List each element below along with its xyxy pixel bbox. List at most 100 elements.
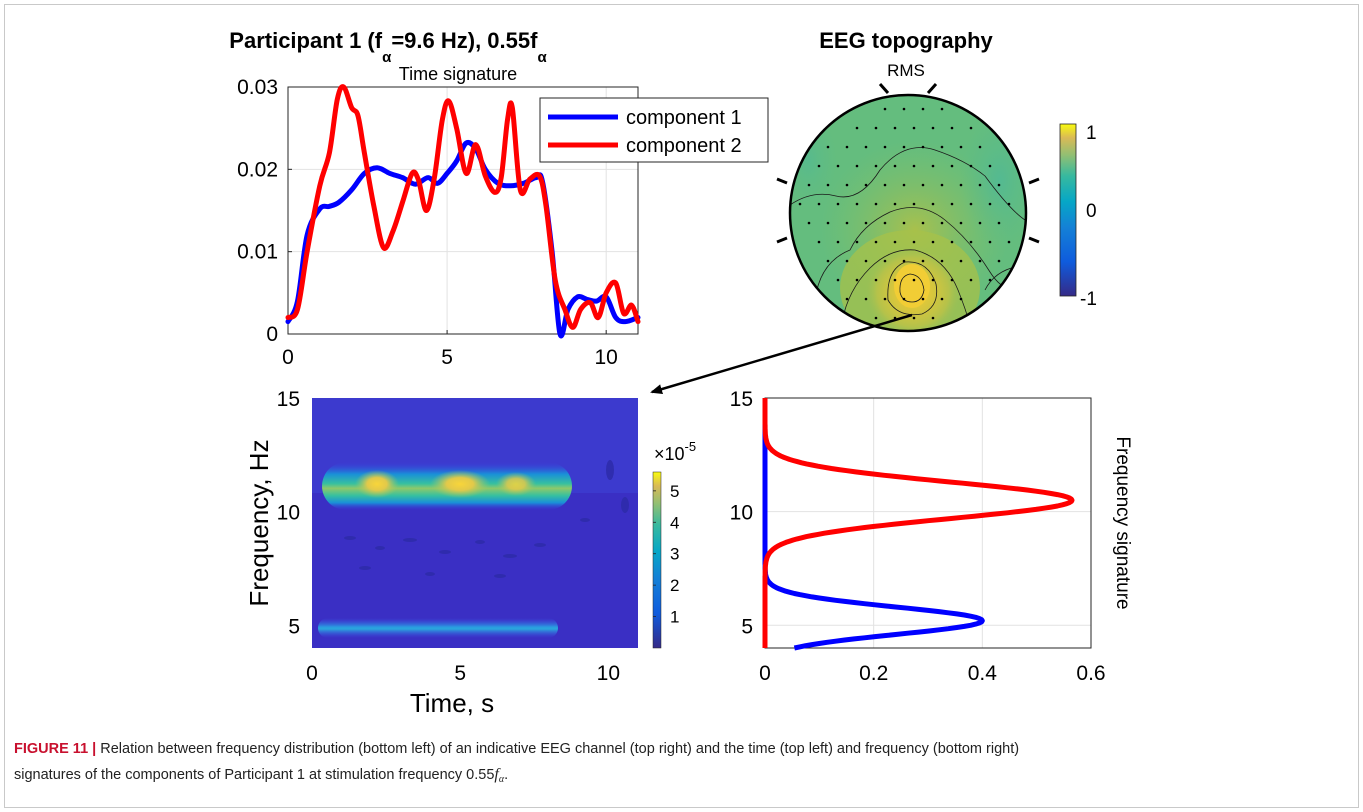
tf-colorbar-tick-label: 4 [670, 513, 679, 532]
caption-end: . [504, 767, 509, 783]
time-xtick-label: 5 [441, 346, 453, 369]
electrode-dot [978, 221, 982, 225]
topo-colorbar-label-max: 1 [1086, 123, 1097, 144]
electrode-dot [883, 183, 887, 187]
electrode-dot [959, 297, 963, 301]
electrode-dot [921, 259, 925, 263]
electrode-dot [864, 259, 868, 263]
frequency-signature-panel: 0 0.2 0.4 0.6 5 10 15 Frequency signature [730, 388, 1133, 685]
electrode-dot [931, 240, 935, 244]
electrode-dot [1007, 240, 1011, 244]
electrode-dot [912, 202, 916, 206]
tf-colorbar-ramp [652, 471, 662, 649]
electrode-dot [969, 164, 973, 168]
freq-ticks: 0 0.2 0.4 0.6 5 10 15 [730, 388, 1106, 685]
tf-peak-3 [496, 472, 536, 496]
tf-ytick-label: 15 [277, 388, 300, 411]
electrode-dot [855, 126, 859, 130]
electrode-dot [902, 259, 906, 263]
electrode-dot [921, 183, 925, 187]
electrode-dot [950, 164, 954, 168]
freq-series-line-2 [762, 396, 1075, 650]
electrode-dot [845, 145, 849, 149]
time-signature-panel: Participant 1 (fα=9.6 Hz), 0.55fα Time s… [229, 28, 769, 369]
electrode-dot [855, 278, 859, 282]
electrode-dot [883, 297, 887, 301]
electrode-dot [902, 297, 906, 301]
electrode-dot [826, 221, 830, 225]
topo-contours [790, 147, 1026, 326]
head-outline [788, 93, 1028, 333]
electrode-dot [883, 145, 887, 149]
electrode-dot [817, 240, 821, 244]
tf-heatmap [312, 398, 638, 648]
electrode-dot [874, 202, 878, 206]
electrode-dot [1007, 202, 1011, 206]
topo-subtitle: RMS [887, 61, 925, 80]
tf-theta-band [318, 618, 558, 638]
time-xtick-label: 0 [282, 346, 294, 369]
topo-map [790, 95, 1026, 331]
time-subtitle: Time signature [399, 64, 517, 84]
tf-colorbar-tick-label: 5 [670, 482, 679, 501]
topo-title: EEG topography [819, 28, 993, 53]
tf-ticks: 0 5 10 5 10 15 [277, 388, 620, 685]
freq-xtick-label: 0.6 [1076, 662, 1105, 685]
caption-text-1: Relation between frequency distribution … [96, 741, 1020, 757]
tf-xtick-label: 10 [597, 662, 620, 685]
freq-xtick-label: 0 [759, 662, 771, 685]
electrode-dot [921, 297, 925, 301]
electrode-dot [959, 259, 963, 263]
electrode-dot [845, 259, 849, 263]
topo-colorbar: 1 0 -1 [1059, 123, 1097, 310]
electrode-dot [864, 297, 868, 301]
electrode-dot [817, 202, 821, 206]
freq-xtick-label: 0.4 [968, 662, 998, 685]
time-title: Participant 1 (fα=9.6 Hz), 0.55fα [229, 28, 547, 66]
electrode-dot [921, 221, 925, 225]
electrode-dot [836, 202, 840, 206]
time-legend: component 1 component 2 [539, 97, 769, 163]
electrode-dot [874, 278, 878, 282]
time-frequency-panel: 0 5 10 5 10 15 Time, s Frequency, Hz ×10-5 5 4… [244, 388, 696, 718]
electrode-dot [798, 202, 802, 206]
electrode-dot [978, 145, 982, 149]
electrode-dot [845, 297, 849, 301]
tf-ytick-label: 5 [288, 615, 300, 638]
caption-symbol: f [494, 766, 499, 783]
channel-arrow [650, 313, 913, 394]
electrode-dot [807, 221, 811, 225]
electrode-dot [969, 278, 973, 282]
electrode-dot [883, 221, 887, 225]
tf-xtick-label: 0 [306, 662, 318, 685]
electrode-dot [817, 164, 821, 168]
figure-canvas: Participant 1 (fα=9.6 Hz), 0.55fα Time s… [229, 28, 1133, 718]
electrode-dot [864, 183, 868, 187]
time-series-line-2 [285, 84, 641, 330]
tf-xlabel: Time, s [410, 688, 494, 718]
electrode-dot [902, 221, 906, 225]
electrode-dot [912, 316, 916, 320]
electrode-dot [997, 259, 1001, 263]
electrode-dot [997, 221, 1001, 225]
tf-peak-1 [355, 470, 399, 498]
time-ytick-label: 0.01 [237, 241, 278, 264]
electrode-dot [931, 316, 935, 320]
tf-colorbar-ticks: 5 4 3 2 1 [653, 482, 679, 627]
figure-frame [4, 4, 1359, 808]
electrode-dot [931, 126, 935, 130]
electrode-dot [978, 183, 982, 187]
legend-label-component-2: component 2 [626, 135, 742, 157]
electrode-dot [893, 202, 897, 206]
electrode-dot [931, 202, 935, 206]
time-ticks: 0 5 10 0 0.01 0.02 0.03 [237, 76, 618, 369]
electrode-dot [855, 164, 859, 168]
electrode-dot [836, 164, 840, 168]
electrode-dot [931, 278, 935, 282]
electrode-dot [883, 259, 887, 263]
electrode-dot [826, 183, 830, 187]
time-ytick-label: 0.03 [237, 76, 278, 99]
electrode-dot [950, 202, 954, 206]
electrode-dot [864, 221, 868, 225]
electrode-dot [940, 297, 944, 301]
